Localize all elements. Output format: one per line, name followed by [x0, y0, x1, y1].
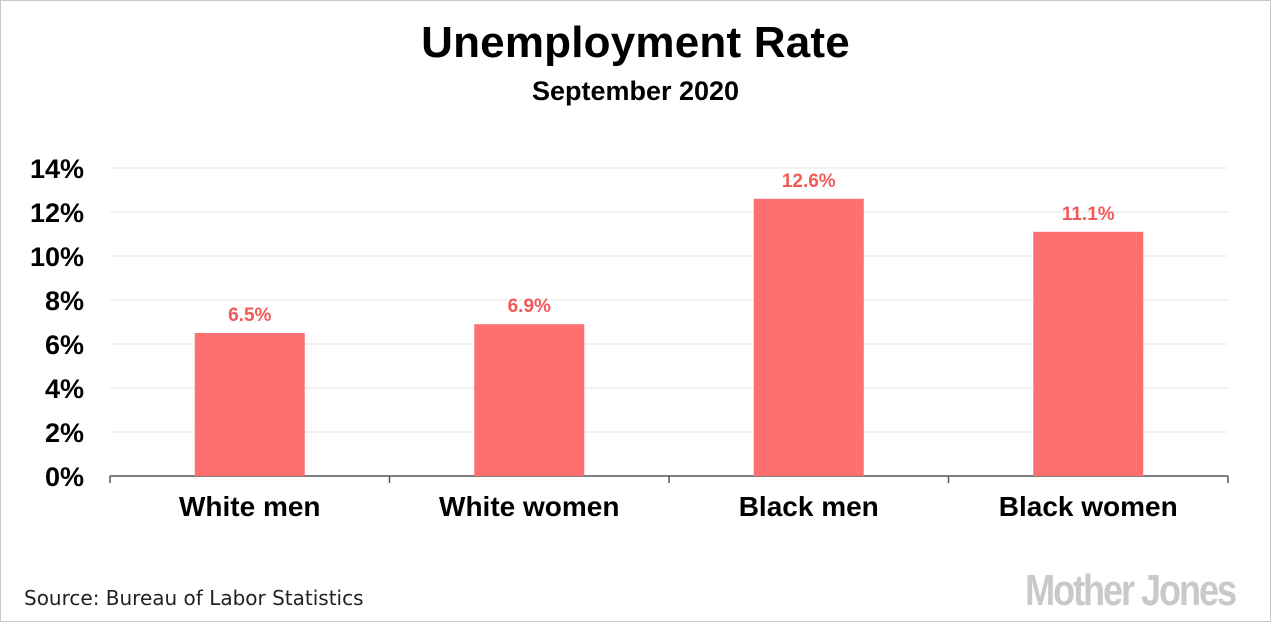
x-category-label: Black men [739, 491, 879, 522]
y-tick-label: 6% [45, 330, 84, 360]
source-note: Source: Bureau of Labor Statistics [24, 586, 364, 610]
bar [474, 324, 585, 476]
data-label: 12.6% [782, 171, 836, 192]
y-tick-label: 2% [45, 418, 84, 448]
chart-subtitle: September 2020 [531, 76, 740, 106]
y-tick-label: 0% [45, 462, 84, 492]
bar [194, 333, 305, 476]
brand-logo: Mother Jones [1025, 566, 1237, 615]
bar [753, 198, 864, 477]
bar [1033, 231, 1144, 476]
y-tick-label: 12% [30, 198, 84, 228]
x-category-label: Black women [999, 491, 1178, 522]
data-label: 6.9% [508, 296, 551, 317]
y-tick-label: 14% [30, 154, 84, 184]
data-label: 6.5% [228, 305, 271, 326]
y-tick-label: 10% [30, 242, 84, 272]
x-category-label: White men [179, 491, 321, 522]
chart-title: Unemployment Rate [421, 18, 850, 67]
y-tick-label: 4% [45, 374, 84, 404]
x-category-label: White women [439, 491, 619, 522]
y-tick-label: 8% [45, 286, 84, 316]
data-label: 11.1% [1062, 204, 1115, 225]
